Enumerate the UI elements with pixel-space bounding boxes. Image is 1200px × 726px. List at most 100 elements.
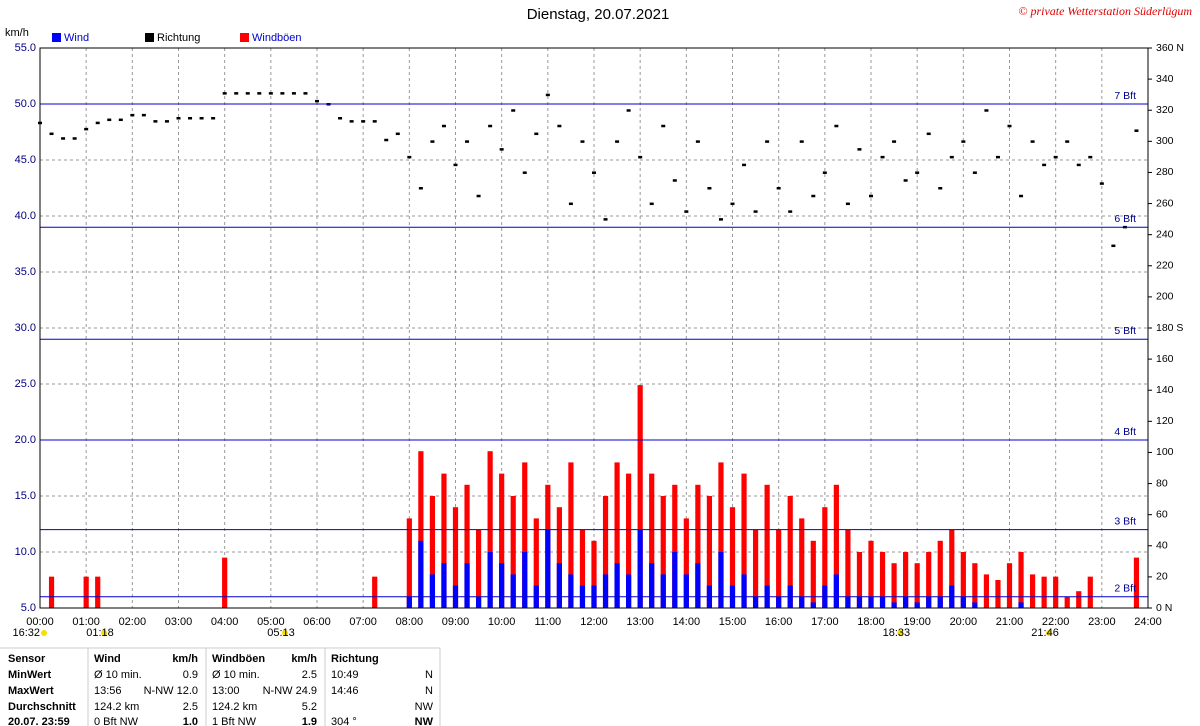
bar [845, 529, 851, 608]
bar [856, 552, 863, 608]
bar [1053, 576, 1059, 608]
bar [614, 563, 620, 608]
x-tick-label: 06:00 [303, 616, 331, 628]
dot [672, 179, 677, 182]
x-tick-label: 14:00 [673, 616, 701, 628]
dot [453, 163, 458, 167]
bar [452, 507, 459, 608]
y2-tick-label: 360 N [1156, 42, 1184, 54]
dot [776, 187, 781, 190]
event-label: 05:13 [267, 627, 295, 639]
table-cell: 1.0 [183, 716, 198, 726]
table-cell: 2.5 [302, 669, 317, 681]
dot [280, 92, 285, 95]
bft-label: 7 Bft [1114, 90, 1136, 102]
table-cell: 10:49 [331, 669, 359, 681]
dot [684, 210, 689, 213]
bar [672, 552, 678, 608]
bar [879, 596, 886, 608]
dot [661, 124, 666, 128]
dot [638, 155, 643, 159]
bar [406, 596, 412, 608]
y-unit: km/h [5, 27, 29, 39]
bar [1133, 557, 1140, 608]
dot [995, 155, 1000, 159]
bft-label: 6 Bft [1114, 213, 1136, 225]
bar [695, 484, 701, 608]
x-tick-label: 15:00 [719, 616, 747, 628]
dot [1111, 244, 1116, 248]
y-tick-label: 30.0 [15, 322, 36, 334]
x-tick-label: 18:00 [857, 616, 885, 628]
x-tick-label: 20:00 [950, 616, 978, 628]
table-cell: MinWert [8, 669, 52, 681]
dot [349, 120, 354, 123]
bar [891, 602, 897, 608]
dot [1065, 140, 1070, 143]
y-tick-label: 15.0 [15, 490, 36, 502]
dot [822, 171, 827, 174]
table-cell: NW [415, 701, 434, 713]
bar [487, 552, 493, 608]
dot [476, 194, 481, 198]
bar [1006, 563, 1013, 608]
bar [510, 574, 516, 608]
x-tick-label: 19:00 [903, 616, 931, 628]
x-tick-label: 16:00 [765, 616, 793, 628]
bar [799, 596, 805, 608]
table-cell: 1.9 [302, 716, 317, 726]
y-tick-label: 35.0 [15, 266, 36, 278]
bar [995, 580, 1001, 608]
y-tick-label: 45.0 [15, 154, 36, 166]
dot [568, 202, 573, 206]
table-lines [0, 647, 441, 726]
y2-tick-label: 180 S [1156, 322, 1183, 334]
y2-tick-label: 160 [1156, 353, 1174, 365]
dot [315, 99, 319, 103]
bar [810, 540, 816, 608]
bar [626, 574, 632, 608]
legend-swatch [145, 33, 154, 42]
dot [603, 218, 608, 221]
x-tick-label: 24:00 [1134, 616, 1162, 628]
bar [1018, 602, 1024, 608]
bar [926, 552, 932, 608]
dot [1076, 163, 1081, 167]
table-cell: 5.2 [302, 701, 317, 713]
bar [833, 484, 839, 608]
x-tick-label: 05:00 [257, 616, 285, 628]
x-tick-label: 04:00 [211, 616, 239, 628]
dot [1007, 124, 1012, 128]
dot [49, 132, 54, 136]
dot [718, 218, 723, 221]
dot [869, 194, 873, 198]
dot [245, 92, 250, 95]
dot [338, 117, 343, 120]
y-tick-label: 20.0 [15, 434, 36, 446]
dot [949, 155, 954, 159]
dot [557, 124, 562, 128]
dot [742, 163, 747, 167]
table-cell: 124.2 km [94, 701, 139, 713]
dot [961, 140, 966, 143]
legend-swatch [240, 33, 249, 42]
dot [395, 132, 400, 136]
x-tick-label: 10:00 [488, 616, 516, 628]
x-tick-label: 13:00 [626, 616, 654, 628]
dot [695, 140, 700, 143]
dot [534, 132, 539, 136]
bar [1018, 552, 1024, 608]
bar [949, 529, 955, 608]
bar [475, 529, 482, 608]
bar [637, 529, 643, 608]
chart-title: Dienstag, 20.07.2021 [527, 6, 670, 23]
bar [372, 576, 378, 608]
bar [429, 496, 436, 608]
y-tick-label: 5.0 [21, 602, 36, 614]
bar [868, 596, 874, 608]
y2-tick-label: 40 [1156, 540, 1168, 552]
table-cell: Ø 10 min. [212, 669, 260, 681]
dot [407, 155, 412, 159]
bft-label: 2 Bft [1114, 583, 1136, 595]
